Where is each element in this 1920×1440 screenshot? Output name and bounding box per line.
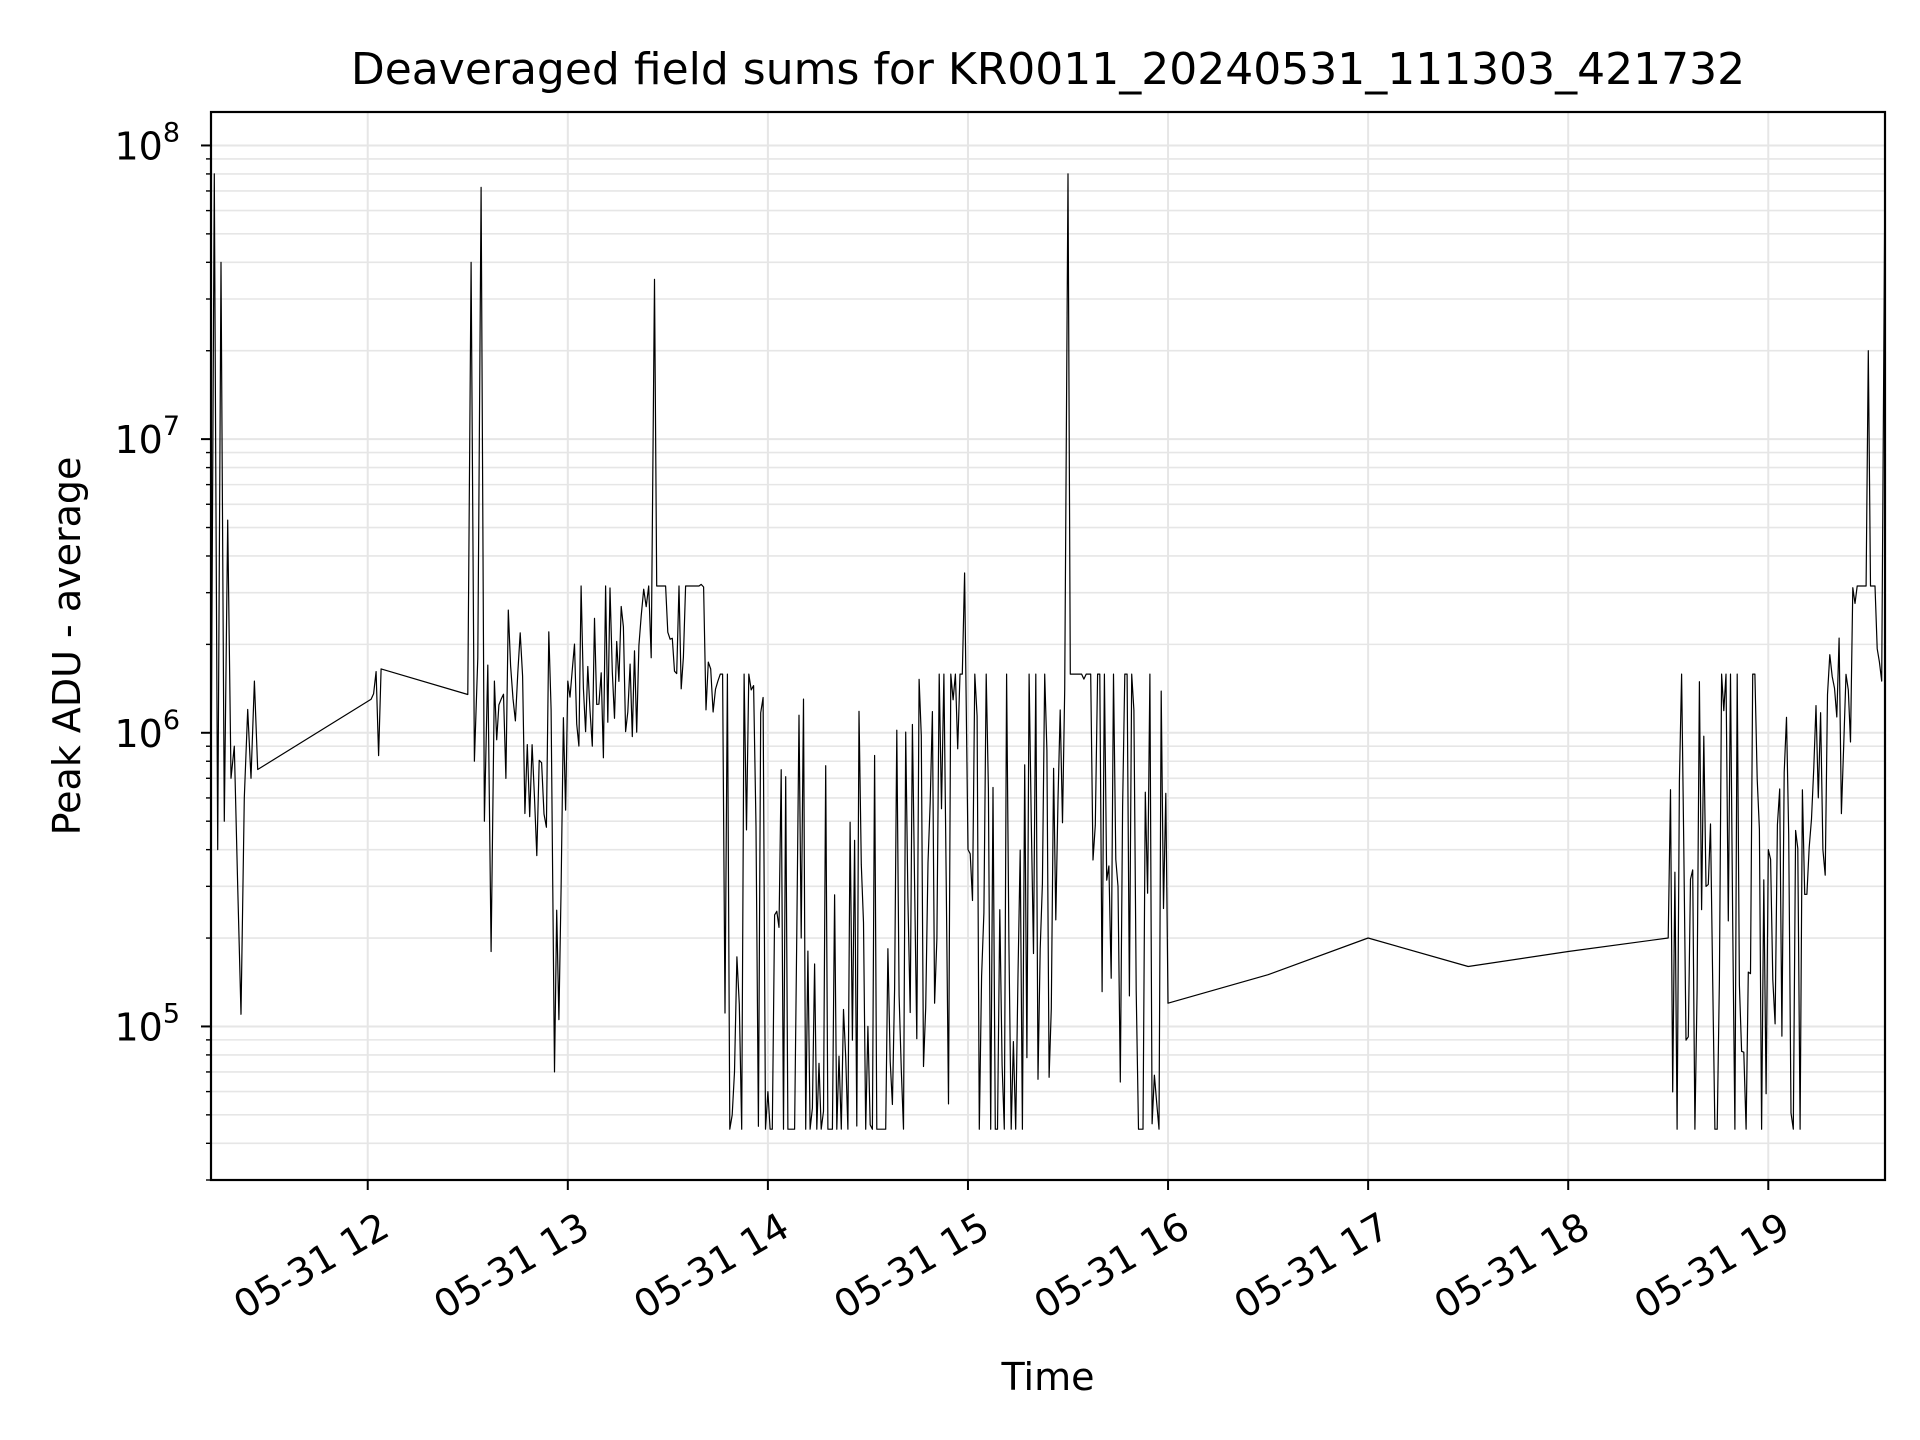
y-tick-label: 106 bbox=[114, 705, 180, 756]
y-tick-exponent: 6 bbox=[163, 705, 180, 736]
y-tick-base: 10 bbox=[114, 1005, 162, 1049]
y-tick-exponent: 7 bbox=[163, 411, 180, 442]
y-tick-label: 107 bbox=[114, 411, 180, 462]
plot-frame bbox=[209, 110, 1887, 1182]
y-tick-base: 10 bbox=[114, 712, 162, 756]
y-tick-label: 105 bbox=[114, 998, 180, 1049]
x-axis-label: Time bbox=[1001, 1355, 1095, 1399]
y-tick-exponent: 5 bbox=[163, 998, 180, 1029]
y-tick-base: 10 bbox=[114, 124, 162, 168]
y-axis-label: Peak ADU - average bbox=[45, 457, 89, 836]
y-tick-label: 108 bbox=[114, 117, 180, 168]
chart-title: Deaveraged field sums for KR0011_2024053… bbox=[351, 44, 1745, 95]
series-line bbox=[210, 166, 1886, 1130]
y-tick-base: 10 bbox=[114, 418, 162, 462]
y-tick-exponent: 8 bbox=[163, 117, 180, 148]
